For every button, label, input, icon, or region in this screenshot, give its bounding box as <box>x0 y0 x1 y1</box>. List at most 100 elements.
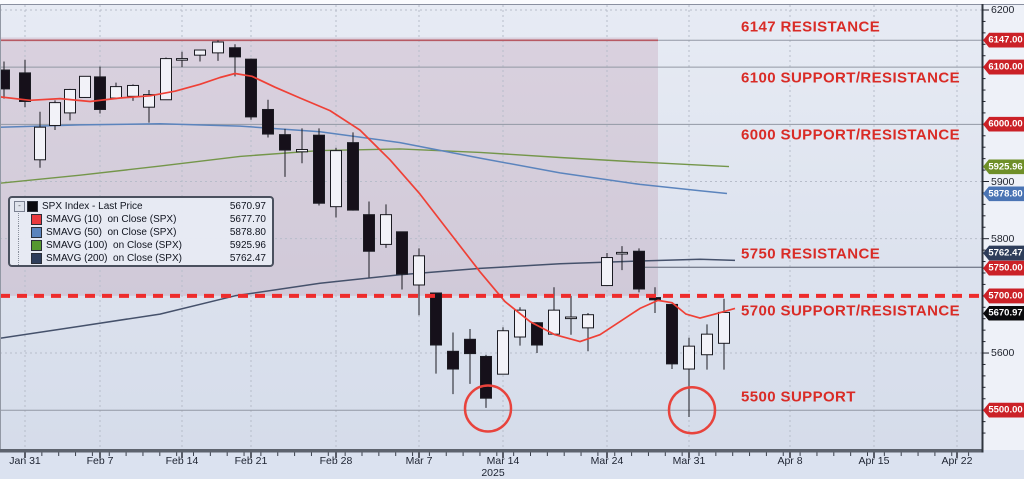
x-axis-tick-label: Jan 31 <box>9 455 41 467</box>
candle-mar-18 <box>531 322 543 354</box>
candle-feb-18 <box>194 49 206 62</box>
candle-feb-14 <box>176 51 188 68</box>
x-axis-tick-label: Feb 7 <box>86 455 114 467</box>
x-axis-tick-label: Apr 15 <box>858 455 890 467</box>
legend-series-value: 5670.97 <box>229 201 266 212</box>
y-axis-tick-label: 5900 <box>991 175 1015 188</box>
candle-mar-24 <box>601 252 613 287</box>
legend-tree-line <box>18 239 31 252</box>
price-level-badge: 5750.00 <box>983 260 1024 276</box>
price-level-badge: 5878.80 <box>983 186 1024 202</box>
legend-series-value: 5677.70 <box>229 214 266 225</box>
legend-series-value: 5762.47 <box>229 253 266 264</box>
candle-mar-7 <box>413 248 425 316</box>
candle-feb-19 <box>212 40 224 61</box>
legend-series-swatch <box>31 240 42 251</box>
date-axis-background <box>0 450 1024 479</box>
candle-feb-21 <box>245 58 257 120</box>
annotation-label: 6100 SUPPORT/RESISTANCE <box>741 69 960 87</box>
x-axis-tick-label: Feb 21 <box>234 455 268 467</box>
x-axis-tick-label: Feb 14 <box>165 455 199 467</box>
price-level-badge: 5500.00 <box>983 402 1024 418</box>
candle-feb-3 <box>34 111 46 168</box>
candle-feb-24 <box>262 99 274 138</box>
sma-line-50 <box>0 123 728 195</box>
price-level-badge: 5700.00 <box>983 288 1024 304</box>
price-level-badge: 6100.00 <box>983 59 1024 75</box>
annotation-label: 5700 SUPPORT/RESISTANCE <box>741 302 960 320</box>
candle-feb-26 <box>296 128 308 164</box>
candle-feb-4 <box>49 100 61 131</box>
price-level-badge: 5670.97 <box>983 305 1024 321</box>
legend-series-value: 5925.96 <box>229 240 266 251</box>
annotation-label: 6147 RESISTANCE <box>741 18 881 36</box>
legend-row[interactable]: SMAVG (200) on Close (SPX) 5762.47 <box>14 252 266 265</box>
candle-mar-20 <box>565 295 577 335</box>
legend-series-label: SMAVG (50) on Close (SPX) <box>46 227 177 238</box>
candle-feb-5 <box>64 88 76 121</box>
candle-mar-5 <box>380 204 392 248</box>
candle-feb-28 <box>330 147 342 218</box>
sma-line-10 <box>0 72 736 343</box>
legend-series-swatch <box>31 227 42 238</box>
legend-tree-line <box>18 252 31 265</box>
candle-mar-12 <box>464 329 476 384</box>
annotation-label: 5750 RESISTANCE <box>741 245 881 263</box>
candle-feb-27 <box>313 128 325 206</box>
price-level-badge: 6147.00 <box>983 32 1024 48</box>
legend-series-swatch <box>31 214 42 225</box>
price-level-badge: 5925.96 <box>983 159 1024 175</box>
annotation-label: 5500 SUPPORT <box>741 388 856 406</box>
price-axis-background <box>983 4 1024 450</box>
candle-mar-31 <box>683 337 695 418</box>
legend-row[interactable]: SMAVG (50) on Close (SPX) 5878.80 <box>14 226 266 239</box>
annotation-label: 6000 SUPPORT/RESISTANCE <box>741 126 960 144</box>
x-axis-tick-label: Mar 24 <box>590 455 624 467</box>
y-axis-tick-label: 6200 <box>991 4 1015 16</box>
candle-mar-13 <box>480 354 492 408</box>
candle-apr-1 <box>701 324 713 370</box>
candle-apr-2 <box>718 298 730 370</box>
x-axis-tick-label: Apr 22 <box>941 455 973 467</box>
candle-feb-6 <box>79 75 91 99</box>
legend-series-label: SMAVG (200) on Close (SPX) <box>46 253 182 264</box>
legend-series-label: SMAVG (100) on Close (SPX) <box>46 240 182 251</box>
candle-mar-11 <box>447 332 459 395</box>
legend-series-swatch <box>27 201 38 212</box>
candle-mar-14 <box>497 327 509 375</box>
candle-feb-25 <box>279 128 291 177</box>
legend-row[interactable]: - SPX Index - Last Price 5670.97 <box>14 200 266 213</box>
candle-mar-28 <box>666 303 678 370</box>
y-axis-tick-label: 5600 <box>991 347 1015 360</box>
legend-tree-line <box>18 226 31 239</box>
candle-feb-7 <box>94 66 106 114</box>
chart-legend[interactable]: - SPX Index - Last Price 5670.97 SMAVG (10)… <box>8 196 274 267</box>
candle-mar-4 <box>363 201 375 278</box>
candle-mar-10 <box>430 292 442 374</box>
low-highlight-circle <box>667 385 717 435</box>
legend-tree-line <box>18 213 31 226</box>
top-margin <box>0 0 1024 4</box>
x-axis-tick-label: Mar 7 <box>405 455 433 467</box>
legend-series-label: SMAVG (10) on Close (SPX) <box>46 214 177 225</box>
x-axis-tick-label: Mar 31 <box>672 455 706 467</box>
candle-jan-30 <box>0 61 10 99</box>
sma-line-200 <box>0 258 736 339</box>
candle-mar-25 <box>616 246 628 271</box>
x-axis-line <box>0 449 983 453</box>
legend-collapse-icon[interactable]: - <box>14 201 25 212</box>
x-axis-tick-label: Feb 28 <box>319 455 353 467</box>
date-axis-year-label: 2025 <box>481 467 505 479</box>
candle-mar-26 <box>633 248 645 293</box>
candle-mar-6 <box>396 231 408 290</box>
y-axis-tick-label: 5800 <box>991 232 1015 245</box>
candle-mar-3 <box>347 132 359 211</box>
legend-row[interactable]: SMAVG (10) on Close (SPX) 5677.70 <box>14 213 266 226</box>
legend-series-swatch <box>31 253 42 264</box>
legend-series-value: 5878.80 <box>229 227 266 238</box>
candle-mar-21 <box>582 313 594 352</box>
x-axis-tick-label: Apr 8 <box>777 455 803 467</box>
price-level-badge: 6000.00 <box>983 116 1024 132</box>
legend-row[interactable]: SMAVG (100) on Close (SPX) 5925.96 <box>14 239 266 252</box>
